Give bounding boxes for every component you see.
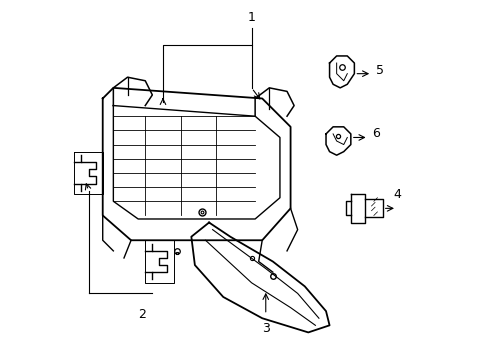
Text: 2: 2 bbox=[138, 308, 145, 321]
Text: 5: 5 bbox=[375, 64, 383, 77]
Text: 1: 1 bbox=[247, 11, 255, 24]
Text: 4: 4 bbox=[392, 188, 400, 201]
Text: 3: 3 bbox=[261, 322, 269, 336]
Text: 6: 6 bbox=[371, 127, 379, 140]
